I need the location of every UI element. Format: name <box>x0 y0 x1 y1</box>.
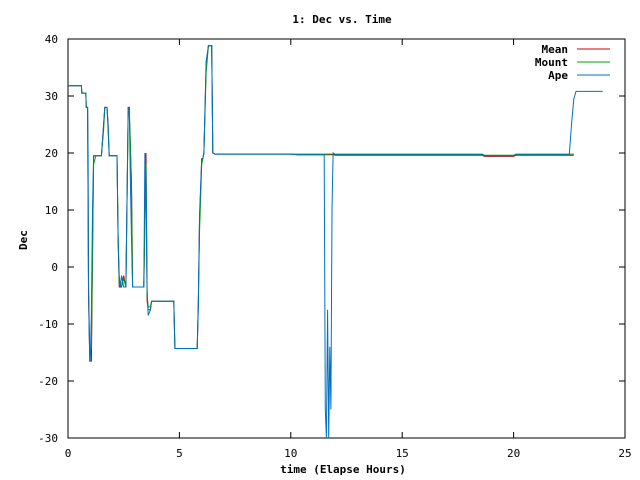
y-tick-label: -10 <box>38 318 58 331</box>
series-line-ape <box>68 45 603 439</box>
x-axis-ticks: 0 5 10 15 20 25 <box>65 39 632 460</box>
x-tick-label: 5 <box>176 447 183 460</box>
y-tick-label: 30 <box>45 90 58 103</box>
y-axis-ticks: -30 -20 -10 0 10 20 30 40 <box>38 33 625 445</box>
x-tick-label: 25 <box>618 447 631 460</box>
y-tick-label: 10 <box>45 204 58 217</box>
y-axis-label: Dec <box>17 230 30 250</box>
x-axis-label: time (Elapse Hours) <box>280 463 406 476</box>
series-line-mount <box>68 45 574 356</box>
y-tick-label: 40 <box>45 33 58 46</box>
x-tick-label: 20 <box>507 447 520 460</box>
y-tick-label: -30 <box>38 432 58 445</box>
x-tick-label: 0 <box>65 447 72 460</box>
plot-border <box>67 38 626 439</box>
plot-frame <box>67 38 626 439</box>
series-line-mean <box>68 45 574 362</box>
y-tick-label: 20 <box>45 147 58 160</box>
x-tick-label: 10 <box>284 447 297 460</box>
chart-title: 1: Dec vs. Time <box>292 13 392 26</box>
legend-label-mount: Mount <box>535 56 568 69</box>
legend-label-mean: Mean <box>542 43 569 56</box>
y-tick-label: -20 <box>38 375 58 388</box>
legend-label-ape: Ape <box>548 69 568 82</box>
x-tick-label: 15 <box>396 447 409 460</box>
y-tick-label: 0 <box>51 261 58 274</box>
series-lines <box>68 45 603 439</box>
